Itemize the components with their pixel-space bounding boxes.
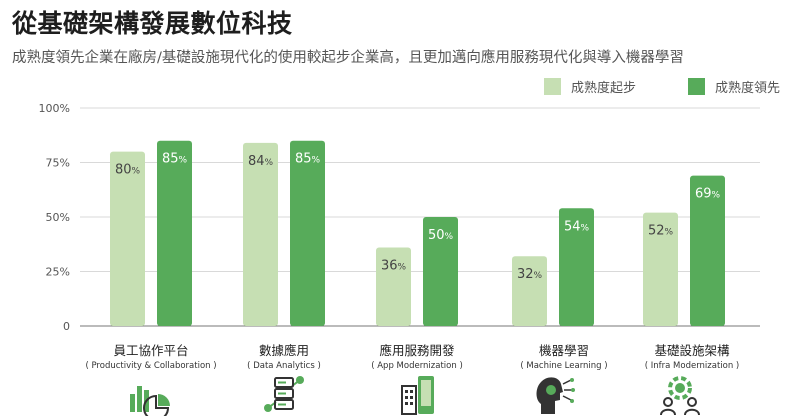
category-subtitle: ( Infra Modernization )	[644, 361, 740, 371]
bar	[157, 140, 192, 326]
category-name: 應用服務開發	[379, 343, 455, 358]
category-subtitle: ( Machine Learning )	[520, 361, 608, 371]
data-label: 36%	[381, 259, 407, 274]
chart-subtitle: 成熟度領先企業在廠房/基礎設施現代化的使用較起步企業高，且更加邁向應用服務現代化…	[12, 50, 684, 66]
data-label: 54%	[564, 219, 590, 234]
data-label: 85%	[162, 152, 188, 167]
legend-swatch-leading	[688, 78, 705, 95]
bar	[423, 217, 458, 326]
category-subtitle: ( App Modernization )	[371, 361, 463, 371]
chart-title: 從基礎架構發展數位科技	[12, 9, 293, 38]
category-subtitle: ( Productivity & Collaboration )	[85, 361, 217, 371]
data-label: 50%	[428, 228, 454, 243]
category-label-machine-learning: 機器學習 ( Machine Learning )	[494, 343, 634, 373]
y-tick-label: 100%	[39, 102, 70, 115]
category-name: 基礎設施架構	[654, 343, 730, 358]
bar	[690, 175, 725, 326]
bar	[643, 212, 678, 326]
legend-swatch-early	[544, 78, 561, 95]
legend-label-early: 成熟度起步	[571, 81, 637, 96]
ai-head-circuit-icon	[536, 377, 575, 414]
y-tick-label: 50%	[46, 211, 70, 224]
category-label-productivity: 員工協作平台 ( Productivity & Collaboration )	[81, 343, 221, 373]
bar	[376, 247, 411, 326]
data-label: 69%	[695, 187, 721, 202]
data-label: 80%	[115, 163, 141, 178]
data-label: 32%	[517, 267, 543, 282]
legend-leading: 成熟度領先	[688, 77, 780, 96]
gear-people-icon	[660, 376, 700, 416]
category-name: 機器學習	[538, 343, 589, 358]
y-tick-label: 75%	[46, 157, 70, 170]
bar	[512, 256, 547, 326]
y-tick-label: 25%	[46, 266, 70, 279]
bar	[559, 208, 594, 326]
data-label: 52%	[648, 224, 674, 239]
category-label-app-modernization: 應用服務開發 ( App Modernization )	[347, 343, 487, 373]
category-name: 數據應用	[258, 343, 309, 358]
category-label-data-analytics: 數據應用 ( Data Analytics )	[214, 343, 354, 373]
bar-pie-chart-icon	[130, 386, 170, 416]
category-label-infra-modernization: 基礎設施架構 ( Infra Modernization )	[622, 343, 762, 373]
legend-label-leading: 成熟度領先	[715, 81, 781, 96]
legend-early: 成熟度起步	[544, 77, 636, 96]
server-data-icon	[264, 376, 304, 412]
data-label: 84%	[248, 154, 274, 169]
bar	[243, 142, 278, 326]
data-label: 85%	[295, 152, 321, 167]
category-name: 員工協作平台	[113, 343, 189, 358]
bar	[290, 140, 325, 326]
bar	[110, 151, 145, 326]
y-tick-label: 0	[63, 320, 70, 333]
mobile-app-building-icon	[401, 376, 434, 415]
category-subtitle: ( Data Analytics )	[247, 361, 321, 371]
